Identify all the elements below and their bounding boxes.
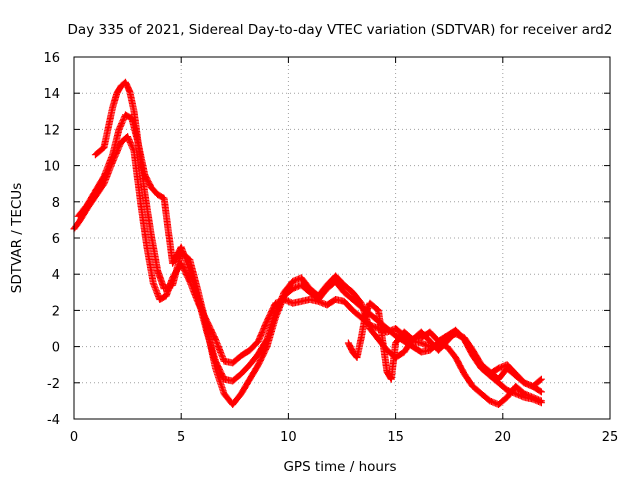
x-tick-label: 5 — [177, 430, 185, 445]
y-tick-label: 6 — [52, 232, 60, 247]
y-tick-label: 12 — [43, 123, 60, 138]
x-tick-label: 0 — [70, 430, 78, 445]
x-tick-label: 15 — [387, 430, 404, 445]
series-markers — [344, 299, 545, 407]
chart-title: Day 335 of 2021, Sidereal Day-to-day VTE… — [68, 22, 613, 38]
x-axis-label: GPS time / hours — [283, 459, 396, 475]
y-axis-label: SDTVAR / TECUs — [9, 183, 25, 293]
y-tick-label: 16 — [43, 51, 60, 66]
y-tick-label: -2 — [47, 377, 60, 392]
x-tick-label: 10 — [280, 430, 297, 445]
y-tick-label: 4 — [52, 268, 60, 283]
ticks: 0 5 10 15 20 25 -4 -2 0 2 4 6 8 10 12 14 16 — [43, 51, 618, 445]
y-tick-label: 10 — [43, 160, 60, 175]
data-points — [70, 78, 545, 408]
y-tick-label: 8 — [52, 196, 60, 211]
y-tick-label: 0 — [52, 341, 60, 356]
grid — [74, 57, 610, 419]
x-tick-label: 20 — [495, 430, 512, 445]
y-tick-label: 2 — [52, 304, 60, 319]
series-trace-4 — [344, 299, 545, 407]
y-tick-label: 14 — [43, 87, 60, 102]
x-tick-label: 25 — [602, 430, 619, 445]
y-tick-label: -4 — [47, 413, 60, 428]
